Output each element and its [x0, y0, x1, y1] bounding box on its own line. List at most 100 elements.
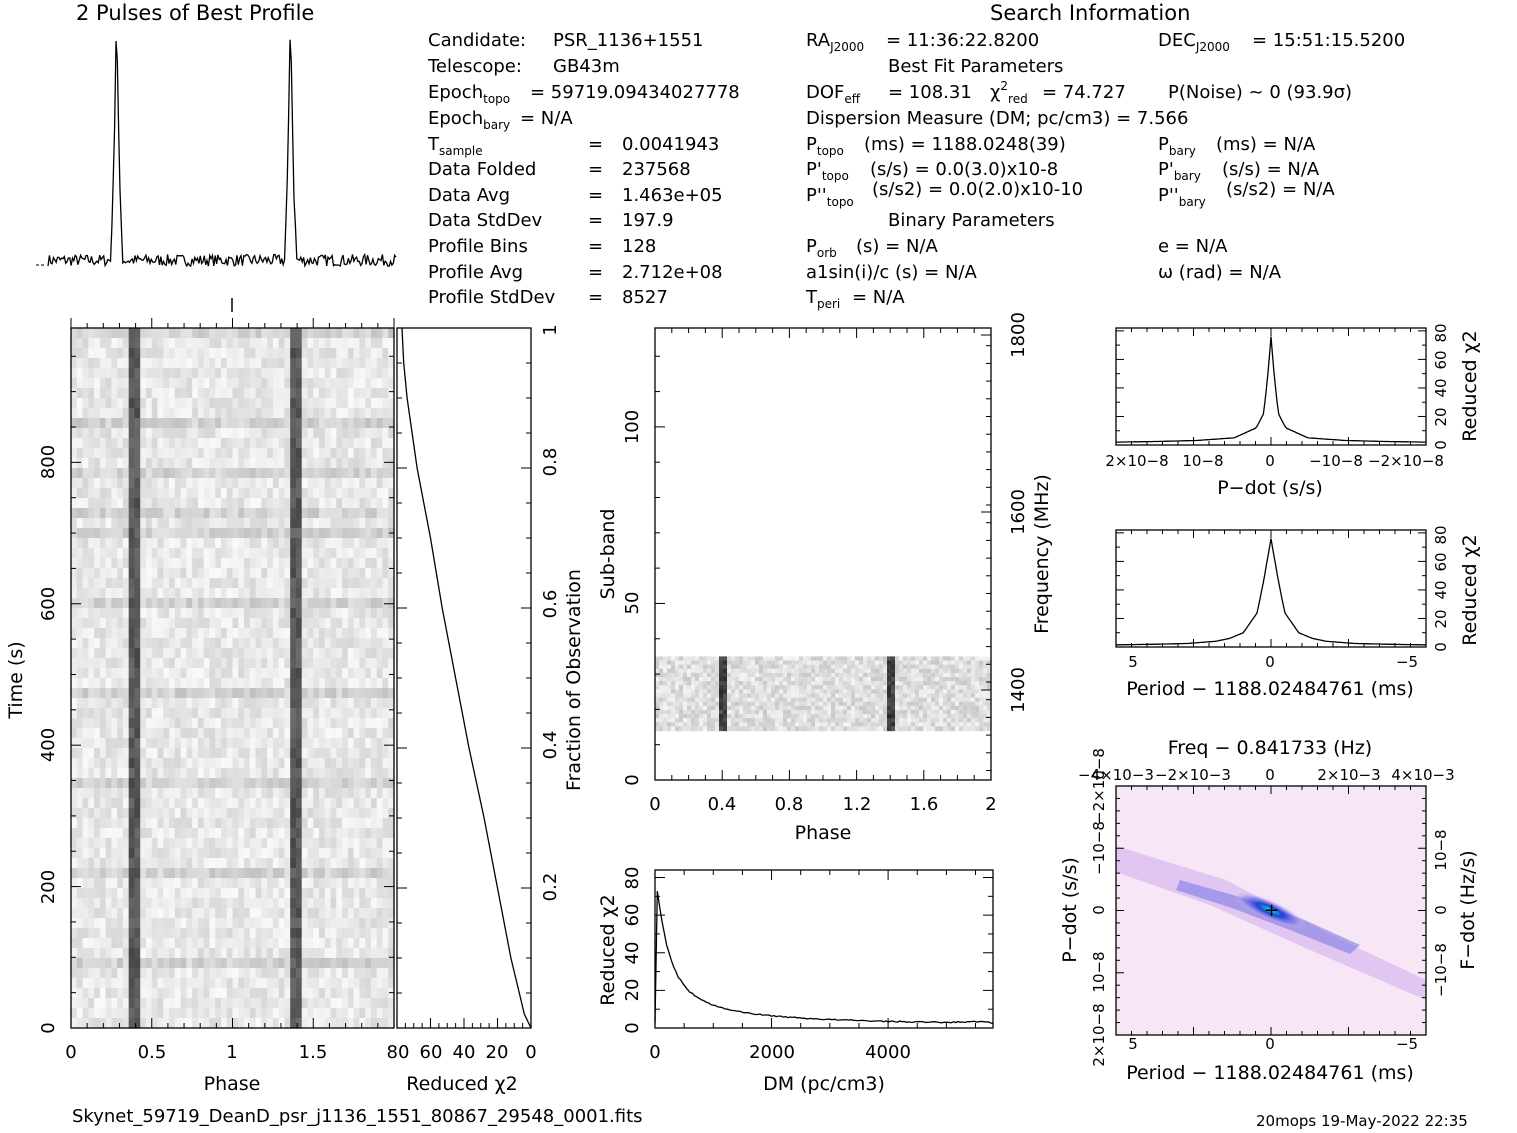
tp-cell: [319, 698, 326, 709]
tp-cell: [215, 868, 222, 879]
tp-cell: [88, 438, 95, 449]
sb-cell: [895, 672, 900, 678]
tp-cell: [365, 998, 372, 1009]
tp-cell: [261, 448, 268, 459]
tp-cell: [284, 668, 291, 679]
tp-cell: [76, 718, 84, 729]
tp-cell: [117, 948, 124, 959]
tp-cell: [215, 798, 222, 809]
tp-cell: [244, 718, 251, 729]
sb-cell: [807, 689, 812, 695]
tp-cell: [151, 908, 159, 919]
sb-cell: [671, 660, 676, 666]
tp-cell: [353, 348, 360, 359]
sb-cell: [723, 689, 728, 695]
x-tick-0.5: 0.5: [138, 1042, 167, 1063]
tp-cell: [244, 768, 251, 779]
profile-stddev-label: Profile StdDev: [428, 287, 556, 308]
tp-cell: [220, 938, 228, 949]
tp-cell: [267, 368, 274, 379]
tp-cell: [163, 718, 170, 729]
tp-cell: [128, 968, 136, 979]
tp-cell: [330, 408, 337, 419]
tp-cell: [324, 378, 332, 389]
tp-cell: [192, 768, 199, 779]
tp-cell: [359, 568, 366, 579]
sb-cell: [719, 656, 724, 662]
tp-cell: [82, 908, 89, 919]
tp-cell: [278, 928, 286, 939]
tp-cell: [324, 1018, 332, 1029]
sb-cell: [811, 689, 816, 695]
tp-cell: [319, 518, 326, 529]
tp-cell: [295, 898, 303, 909]
tp-cell: [192, 478, 199, 489]
tp-cell: [71, 928, 78, 939]
tp-cell: [370, 328, 378, 339]
tp-cell: [203, 678, 211, 689]
sb-cell: [715, 672, 720, 678]
tp-cell: [330, 738, 337, 749]
tp-cell: [117, 428, 124, 439]
tp-cell: [88, 808, 95, 819]
tp-cell: [267, 988, 274, 999]
tp-cell: [169, 498, 176, 509]
tp-cell: [249, 1018, 257, 1029]
tp-cell: [197, 828, 205, 839]
sb-cell: [799, 677, 804, 682]
tp-cell: [169, 808, 176, 819]
tp-cell: [151, 738, 159, 749]
sb-cell: [767, 672, 772, 678]
tp-cell: [324, 528, 332, 539]
tp-cell: [71, 558, 78, 569]
tp-cell: [244, 928, 251, 939]
tp-cell: [307, 848, 314, 859]
tp-cell: [313, 488, 320, 499]
tp-cell: [336, 388, 343, 399]
tp-cell: [353, 778, 360, 789]
tp-cell: [226, 488, 234, 499]
tp-cell: [249, 958, 257, 969]
tp-cell: [267, 448, 274, 459]
tp-cell: [88, 858, 95, 869]
tp-cell: [105, 678, 112, 689]
tp-cell: [313, 818, 320, 829]
tp-cell: [220, 568, 228, 579]
tp-cell: [134, 888, 141, 899]
tp-cell: [134, 758, 141, 769]
tp-cell: [342, 408, 349, 419]
tp-cell: [319, 428, 326, 439]
sb-cell: [695, 672, 700, 678]
tp-cell: [94, 448, 101, 459]
tp-cell: [255, 578, 262, 589]
tp-cell: [324, 398, 332, 409]
sb-cell: [775, 681, 780, 686]
sb-cell: [827, 685, 832, 690]
sb-cell: [751, 660, 756, 666]
sb-cell: [947, 664, 952, 670]
tp-cell: [169, 418, 176, 429]
tp-cell: [174, 478, 182, 489]
tp-cell: [220, 358, 228, 369]
tp-cell: [382, 928, 389, 939]
tp-cell: [365, 718, 372, 729]
tp-cell: [370, 698, 378, 709]
tp-cell: [88, 878, 95, 889]
sb-cell: [911, 685, 916, 690]
sb-cell: [763, 660, 768, 666]
tp-cell: [284, 658, 291, 669]
tp-cell: [284, 798, 291, 809]
tp-cell: [88, 488, 95, 499]
tp-cell: [220, 798, 228, 809]
tp-cell: [99, 628, 107, 639]
tp-cell: [336, 578, 343, 589]
tp-cell: [295, 488, 303, 499]
tp-cell: [278, 668, 286, 679]
tp-cell: [180, 638, 187, 649]
tp-cell: [267, 418, 274, 429]
tp-cell: [353, 1018, 360, 1029]
tp-cell: [244, 788, 251, 799]
tp-cell: [226, 698, 234, 709]
tp-cell: [117, 488, 124, 499]
tp-cell: [313, 678, 320, 689]
